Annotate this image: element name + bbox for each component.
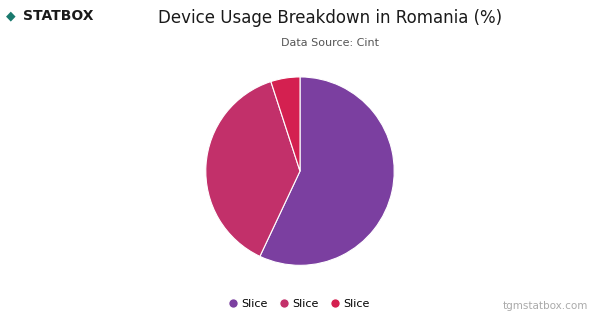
Wedge shape <box>260 77 394 265</box>
Text: Data Source: Cint: Data Source: Cint <box>281 38 379 48</box>
Text: tgmstatbox.com: tgmstatbox.com <box>503 301 588 311</box>
Text: Device Usage Breakdown in Romania (%): Device Usage Breakdown in Romania (%) <box>158 9 502 27</box>
Wedge shape <box>271 77 300 171</box>
Legend: Slice, Slice, Slice: Slice, Slice, Slice <box>226 295 374 314</box>
Wedge shape <box>206 82 300 256</box>
Text: ◆: ◆ <box>6 9 16 22</box>
Text: STATBOX: STATBOX <box>23 9 94 24</box>
